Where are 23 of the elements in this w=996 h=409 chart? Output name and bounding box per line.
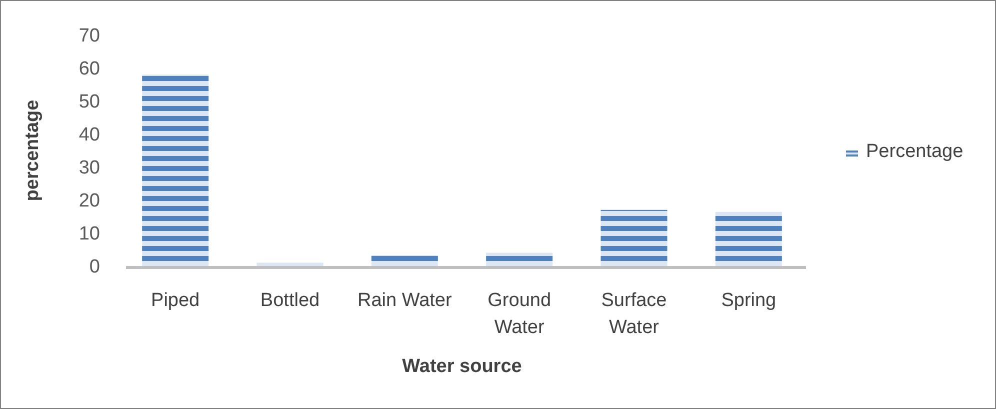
- x-axis-title: Water source: [402, 356, 522, 377]
- bar: [371, 255, 438, 266]
- x-tick-label: Rain Water: [358, 290, 452, 311]
- y-tick-label: 40: [78, 124, 100, 146]
- bar: [142, 74, 209, 266]
- y-tick-label: 30: [78, 158, 100, 179]
- y-tick-label: 0: [89, 256, 100, 278]
- x-tick-label: Piped: [151, 290, 200, 311]
- y-tick-label: 20: [78, 190, 100, 212]
- x-tick-label: Spring: [721, 290, 776, 311]
- y-tick-label: 70: [78, 26, 100, 47]
- x-tick-label: Surface Water: [601, 290, 667, 338]
- legend-label: Percentage: [866, 141, 964, 162]
- y-tick-label: 50: [78, 92, 100, 113]
- y-tick-label: 60: [78, 58, 100, 80]
- y-axis-title: percentage: [22, 100, 43, 202]
- y-tick-label: 10: [78, 224, 100, 245]
- x-tick-label: Ground Water: [488, 290, 552, 338]
- x-tick-label: Bottled: [260, 290, 320, 311]
- bar: [600, 210, 668, 266]
- bar: [715, 212, 782, 266]
- bar: [486, 252, 553, 266]
- bar: [256, 262, 324, 266]
